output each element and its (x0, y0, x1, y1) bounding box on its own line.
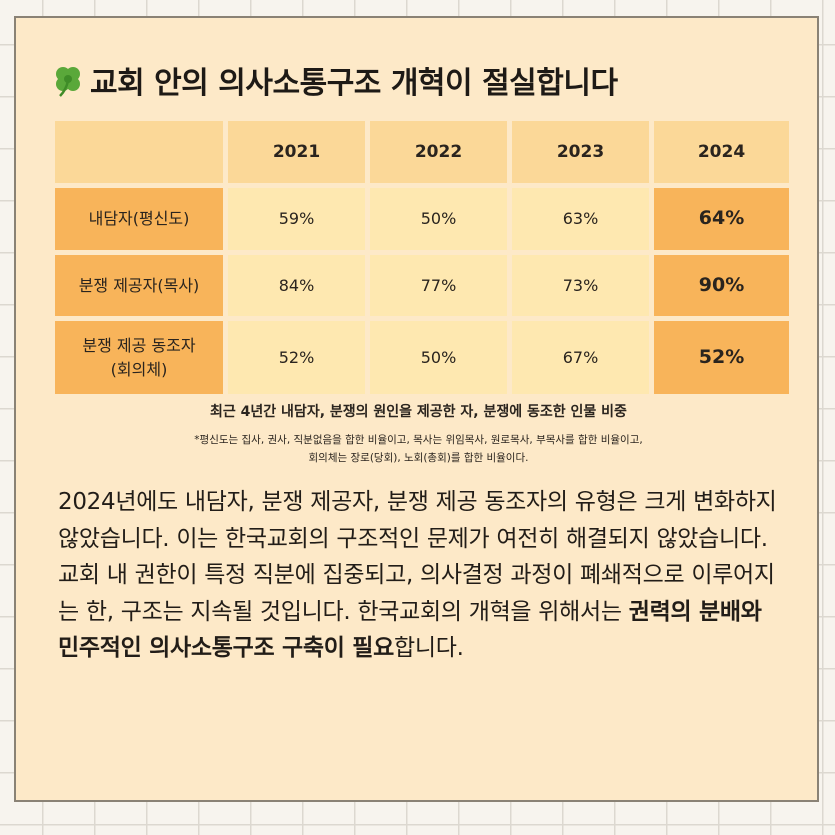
table-cell: 84% (228, 255, 365, 316)
page-title: 교회 안의 의사소통구조 개혁이 절실합니다 (50, 58, 618, 102)
table-caption: 최근 4년간 내담자, 분쟁의 원인을 제공한 자, 분쟁에 동조한 인물 비중 (210, 404, 627, 420)
paragraph-tail: 합니다. (394, 635, 464, 661)
table-corner-cell (55, 121, 223, 183)
column-header-2023: 2023 (512, 121, 649, 183)
column-header-2021: 2021 (228, 121, 365, 183)
row-label-counselee: 내담자(평신도) (55, 188, 223, 250)
row-label-dispute-sympathizer: 분쟁 제공 동조자 (회의체) (55, 321, 223, 394)
body-paragraph: 2024년에도 내담자, 분쟁 제공자, 분쟁 제공 동조자의 유형은 크게 변… (58, 484, 788, 667)
row-label-dispute-provider: 분쟁 제공자(목사) (55, 255, 223, 316)
table-cell: 63% (512, 188, 649, 250)
table-cell-highlight: 90% (654, 255, 789, 316)
table-footnote: *평신도는 집사, 권사, 직분없음을 합한 비율이고, 목사는 위임목사, 원… (16, 431, 821, 467)
column-header-2024: 2024 (654, 121, 789, 183)
footnote-line-1: *평신도는 집사, 권사, 직분없음을 합한 비율이고, 목사는 위임목사, 원… (194, 434, 643, 446)
title-text: 교회 안의 의사소통구조 개혁이 절실합니다 (90, 66, 618, 101)
table-cell: 50% (370, 188, 507, 250)
column-header-2022: 2022 (370, 121, 507, 183)
table-cell: 52% (228, 321, 365, 394)
table-cell: 73% (512, 255, 649, 316)
four-leaf-clover-icon (56, 67, 80, 97)
table-cell-highlight: 52% (654, 321, 789, 394)
paragraph-bold-text: 권력의 분배와 민주적인 의사소통구조 구축이 필요 (58, 598, 762, 662)
table-cell: 50% (370, 321, 507, 394)
table-cell-highlight: 64% (654, 188, 789, 250)
paragraph-text: 2024년에도 내담자, 분쟁 제공자, 분쟁 제공 동조자의 유형은 크게 변… (58, 489, 777, 625)
table-cell: 67% (512, 321, 649, 394)
table-cell: 59% (228, 188, 365, 250)
content-card: 교회 안의 의사소통구조 개혁이 절실합니다 2021 2022 2023 20… (14, 16, 819, 802)
stats-table: 2021 2022 2023 2024 내담자(평신도) 59% 50% 63%… (55, 121, 789, 394)
table-cell: 77% (370, 255, 507, 316)
footnote-line-2: 회의체는 장로(당회), 노회(총회)를 합한 비율이다. (308, 452, 529, 464)
